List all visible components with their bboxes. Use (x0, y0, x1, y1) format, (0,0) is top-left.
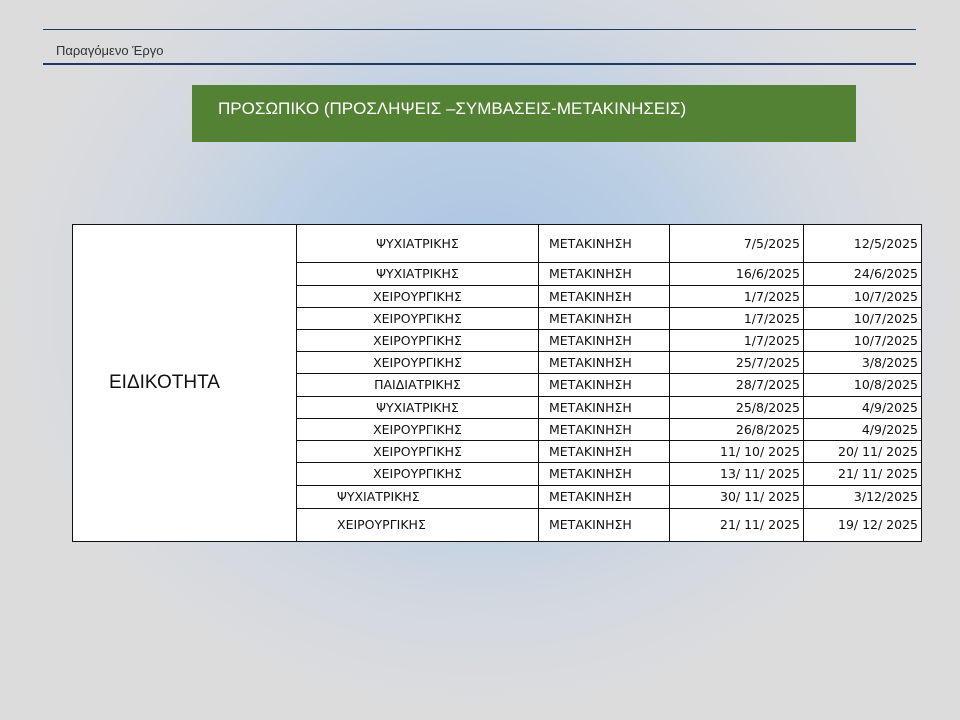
action-cell: ΜΕΤΑΚΙΝΗΣΗ (538, 329, 670, 352)
table-row: ΕΙΔΙΚΟΤΗΤΑ ΨΥΧΙΑΤΡΙΚΗΣ ΜΕΤΑΚΙΝΗΣΗ 7/5/2025 1… (72, 224, 922, 542)
specialty-cell: ΧΕΙΡΟΥΡΓΙΚΗΣ (296, 462, 539, 486)
action-cell: ΜΕΤΑΚΙΝΗΣΗ (538, 351, 670, 374)
end-date-cell: 4/9/2025 (803, 418, 922, 441)
start-date-cell: 1/7/2025 (669, 307, 804, 330)
start-date-cell: 1/7/2025 (669, 285, 804, 308)
end-date-cell: 21/ 11/ 2025 (803, 462, 922, 486)
specialty-cell: ΧΕΙΡΟΥΡΓΙΚΗΣ (296, 418, 539, 441)
start-date-cell: 26/8/2025 (669, 418, 804, 441)
end-date-cell: 10/7/2025 (803, 307, 922, 330)
action-cell: ΜΕΤΑΚΙΝΗΣΗ (538, 307, 670, 330)
table-row: ΧΕΙΡΟΥΡΓΙΚΗΣ ΜΕΤΑΚΙΝΗΣΗ 21/ 11/ 2025 19/ 12… (73, 508, 922, 542)
specialty-cell: ΧΕΙΡΟΥΡΓΙΚΗΣ (296, 329, 539, 352)
end-date-cell: 3/8/2025 (803, 351, 922, 374)
action-cell: ΜΕΤΑΚΙΝΗΣΗ (538, 508, 670, 542)
table-row: ΧΕΙΡΟΥΡΓΙΚΗΣ ΜΕΤΑΚΙΝΗΣΗ 1/7/2025 10/7/2025 (73, 307, 922, 330)
slide-title-banner: ΠΡΟΣΩΠΙΚΟ (ΠΡΟΣΛΗΨΕΙΣ –ΣΥΜΒΑΣΕΙΣ-ΜΕΤΑΚΙΝ… (192, 85, 856, 142)
end-date-cell: 10/7/2025 (803, 329, 922, 352)
specialty-cell: ΨΥΧΙΑΤΡΙΚΗΣ (296, 224, 539, 263)
start-date-cell: 11/ 10/ 2025 (669, 440, 804, 463)
specialty-cell: ΧΕΙΡΟΥΡΓΙΚΗΣ (296, 307, 539, 330)
specialty-cell: ΨΥΧΙΑΤΡΙΚΗΣ (296, 485, 539, 509)
specialty-cell: ΨΥΧΙΑΤΡΙΚΗΣ (296, 396, 539, 419)
start-date-cell: 25/7/2025 (669, 351, 804, 374)
start-date-cell: 16/6/2025 (669, 262, 804, 286)
specialty-label: ΕΙΔΙΚΟΤΗΤΑ (72, 224, 297, 542)
header-rule-bottom (43, 63, 916, 65)
staff-table: ΕΙΔΙΚΟΤΗΤΑ ΨΥΧΙΑΤΡΙΚΗΣ ΜΕΤΑΚΙΝΗΣΗ 7/5/2025 1… (72, 224, 922, 542)
end-date-cell: 20/ 11/ 2025 (803, 440, 922, 463)
start-date-cell: 30/ 11/ 2025 (669, 485, 804, 509)
action-cell: ΜΕΤΑΚΙΝΗΣΗ (538, 285, 670, 308)
action-cell: ΜΕΤΑΚΙΝΗΣΗ (538, 462, 670, 486)
action-cell: ΜΕΤΑΚΙΝΗΣΗ (538, 396, 670, 419)
end-date-cell: 12/5/2025 (803, 224, 922, 263)
specialty-cell: ΧΕΙΡΟΥΡΓΙΚΗΣ (296, 285, 539, 308)
slide-subtitle: Παραγόμενο Έργο (56, 43, 164, 58)
start-date-cell: 13/ 11/ 2025 (669, 462, 804, 486)
table-row: ΧΕΙΡΟΥΡΓΙΚΗΣ ΜΕΤΑΚΙΝΗΣΗ 1/7/2025 10/7/2025 (73, 329, 922, 352)
end-date-cell: 10/8/2025 (803, 373, 922, 397)
end-date-cell: 24/6/2025 (803, 262, 922, 286)
specialty-cell: ΧΕΙΡΟΥΡΓΙΚΗΣ (296, 508, 539, 542)
header-rule-top (43, 29, 916, 30)
end-date-cell: 19/ 12/ 2025 (803, 508, 922, 542)
start-date-cell: 25/8/2025 (669, 396, 804, 419)
start-date-cell: 1/7/2025 (669, 329, 804, 352)
specialty-cell: ΧΕΙΡΟΥΡΓΙΚΗΣ (296, 351, 539, 374)
end-date-cell: 4/9/2025 (803, 396, 922, 419)
table-row: ΨΥΧΙΑΤΡΙΚΗΣ ΜΕΤΑΚΙΝΗΣΗ 16/6/2025 24/6/2025 (73, 262, 922, 286)
action-cell: ΜΕΤΑΚΙΝΗΣΗ (538, 440, 670, 463)
end-date-cell: 3/12/2025 (803, 485, 922, 509)
action-cell: ΜΕΤΑΚΙΝΗΣΗ (538, 262, 670, 286)
start-date-cell: 28/7/2025 (669, 373, 804, 397)
table-row: ΧΕΙΡΟΥΡΓΙΚΗΣ ΜΕΤΑΚΙΝΗΣΗ 11/ 10/ 2025 20/ 11… (73, 440, 922, 463)
slide-title: ΠΡΟΣΩΠΙΚΟ (ΠΡΟΣΛΗΨΕΙΣ –ΣΥΜΒΑΣΕΙΣ-ΜΕΤΑΚΙΝ… (218, 99, 687, 118)
specialty-cell: ΠΑΙΔΙΑΤΡΙΚΗΣ (296, 373, 539, 397)
table-row: ΠΑΙΔΙΑΤΡΙΚΗΣ ΜΕΤΑΚΙΝΗΣΗ 28/7/2025 10/8/2025 (73, 373, 922, 397)
table-row: ΨΥΧΙΑΤΡΙΚΗΣ ΜΕΤΑΚΙΝΗΣΗ 30/ 11/ 2025 3/12/20… (73, 485, 922, 509)
start-date-cell: 21/ 11/ 2025 (669, 508, 804, 542)
action-cell: ΜΕΤΑΚΙΝΗΣΗ (538, 418, 670, 441)
specialty-cell: ΧΕΙΡΟΥΡΓΙΚΗΣ (296, 440, 539, 463)
action-cell: ΜΕΤΑΚΙΝΗΣΗ (538, 373, 670, 397)
specialty-cell: ΨΥΧΙΑΤΡΙΚΗΣ (296, 262, 539, 286)
action-cell: ΜΕΤΑΚΙΝΗΣΗ (538, 485, 670, 509)
action-cell: ΜΕΤΑΚΙΝΗΣΗ (538, 224, 670, 263)
end-date-cell: 10/7/2025 (803, 285, 922, 308)
start-date-cell: 7/5/2025 (669, 224, 804, 263)
